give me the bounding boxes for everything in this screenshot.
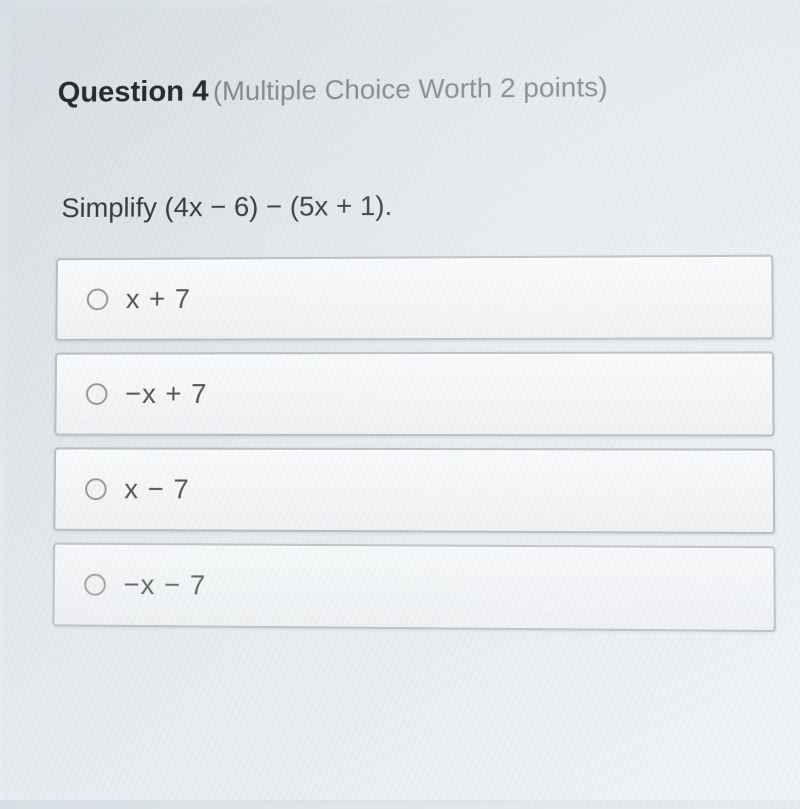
radio-icon[interactable] bbox=[85, 478, 107, 500]
option-row[interactable]: x − 7 bbox=[53, 447, 775, 534]
option-label: −x + 7 bbox=[125, 378, 208, 410]
options-list: x + 7 −x + 7 x − 7 −x − 7 bbox=[52, 255, 775, 632]
option-label: x + 7 bbox=[126, 283, 191, 315]
option-row[interactable]: x + 7 bbox=[55, 255, 774, 341]
question-header: Question 4 (Multiple Choice Worth 2 poin… bbox=[58, 68, 773, 109]
option-label: x − 7 bbox=[124, 473, 190, 505]
radio-icon[interactable] bbox=[87, 289, 109, 311]
question-number-label: Question 4 bbox=[58, 75, 209, 109]
question-meta-text: (Multiple Choice Worth 2 points) bbox=[213, 71, 608, 106]
option-row[interactable]: −x + 7 bbox=[54, 351, 774, 436]
question-prompt: Simplify (4x − 6) − (5x + 1). bbox=[61, 187, 773, 224]
option-label: −x − 7 bbox=[123, 569, 206, 602]
option-row[interactable]: −x − 7 bbox=[52, 543, 775, 632]
radio-icon[interactable] bbox=[84, 574, 106, 596]
radio-icon[interactable] bbox=[86, 383, 108, 405]
